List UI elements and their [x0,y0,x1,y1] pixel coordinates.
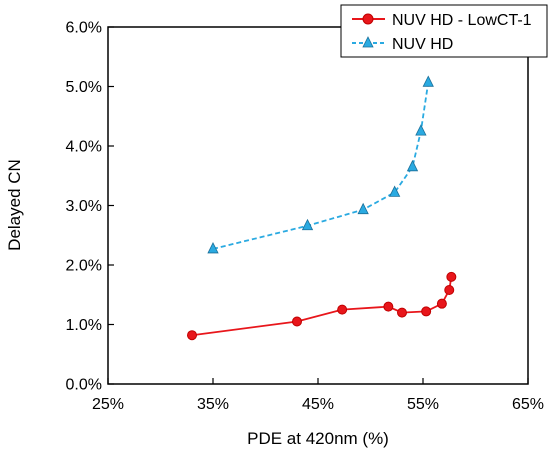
data-point [357,202,369,215]
plot-frame [107,26,529,385]
data-point [389,185,401,197]
data-point [415,124,427,136]
data-point [301,218,314,231]
x-axis-title: PDE at 420nm (%) [247,429,389,448]
series-group [187,75,457,341]
data-point [444,284,455,295]
data-point [383,301,394,312]
legend-box [340,4,548,58]
y-tick-label: 4.0% [66,139,102,156]
legend-marker-lowct [362,13,374,25]
plot-area [107,26,529,385]
data-point [422,75,434,87]
x-tick-label: 65% [512,396,544,413]
legend-label-lowct: NUV HD - LowCT-1 [392,12,532,29]
axis-ticks: 0.0% 1.0% 2.0% 3.0% 4.0% 5.0% 6.0% 25% 35% 45% 55%… [66,20,544,414]
data-point [436,298,447,309]
y-tick-label: 5.0% [66,79,102,96]
data-point [446,271,457,282]
legend: NUV HD - LowCT-1 NUV HD [340,4,548,58]
data-point [397,307,407,318]
legend-marker-nuvhd [362,36,374,48]
x-tick-label: 55% [407,396,439,413]
y-tick-label: 1.0% [66,317,102,334]
y-tick-label: 0.0% [66,377,102,394]
data-point [207,242,219,254]
data-point [187,330,197,341]
data-point [292,316,302,327]
x-tick-label: 45% [302,396,334,413]
data-point [337,304,348,315]
data-point [406,159,419,172]
y-tick-label: 6.0% [66,20,102,37]
y-tick-label: 3.0% [66,198,102,215]
series-line-0 [191,276,453,337]
y-axis-title: Delayed CN [5,159,24,251]
y-tick-label: 2.0% [66,258,102,275]
data-point [421,306,432,317]
x-tick-label: 25% [92,396,124,413]
x-tick-label: 35% [197,396,229,413]
series-line-1 [212,82,430,250]
legend-label-nuvhd: NUV HD [392,36,453,53]
